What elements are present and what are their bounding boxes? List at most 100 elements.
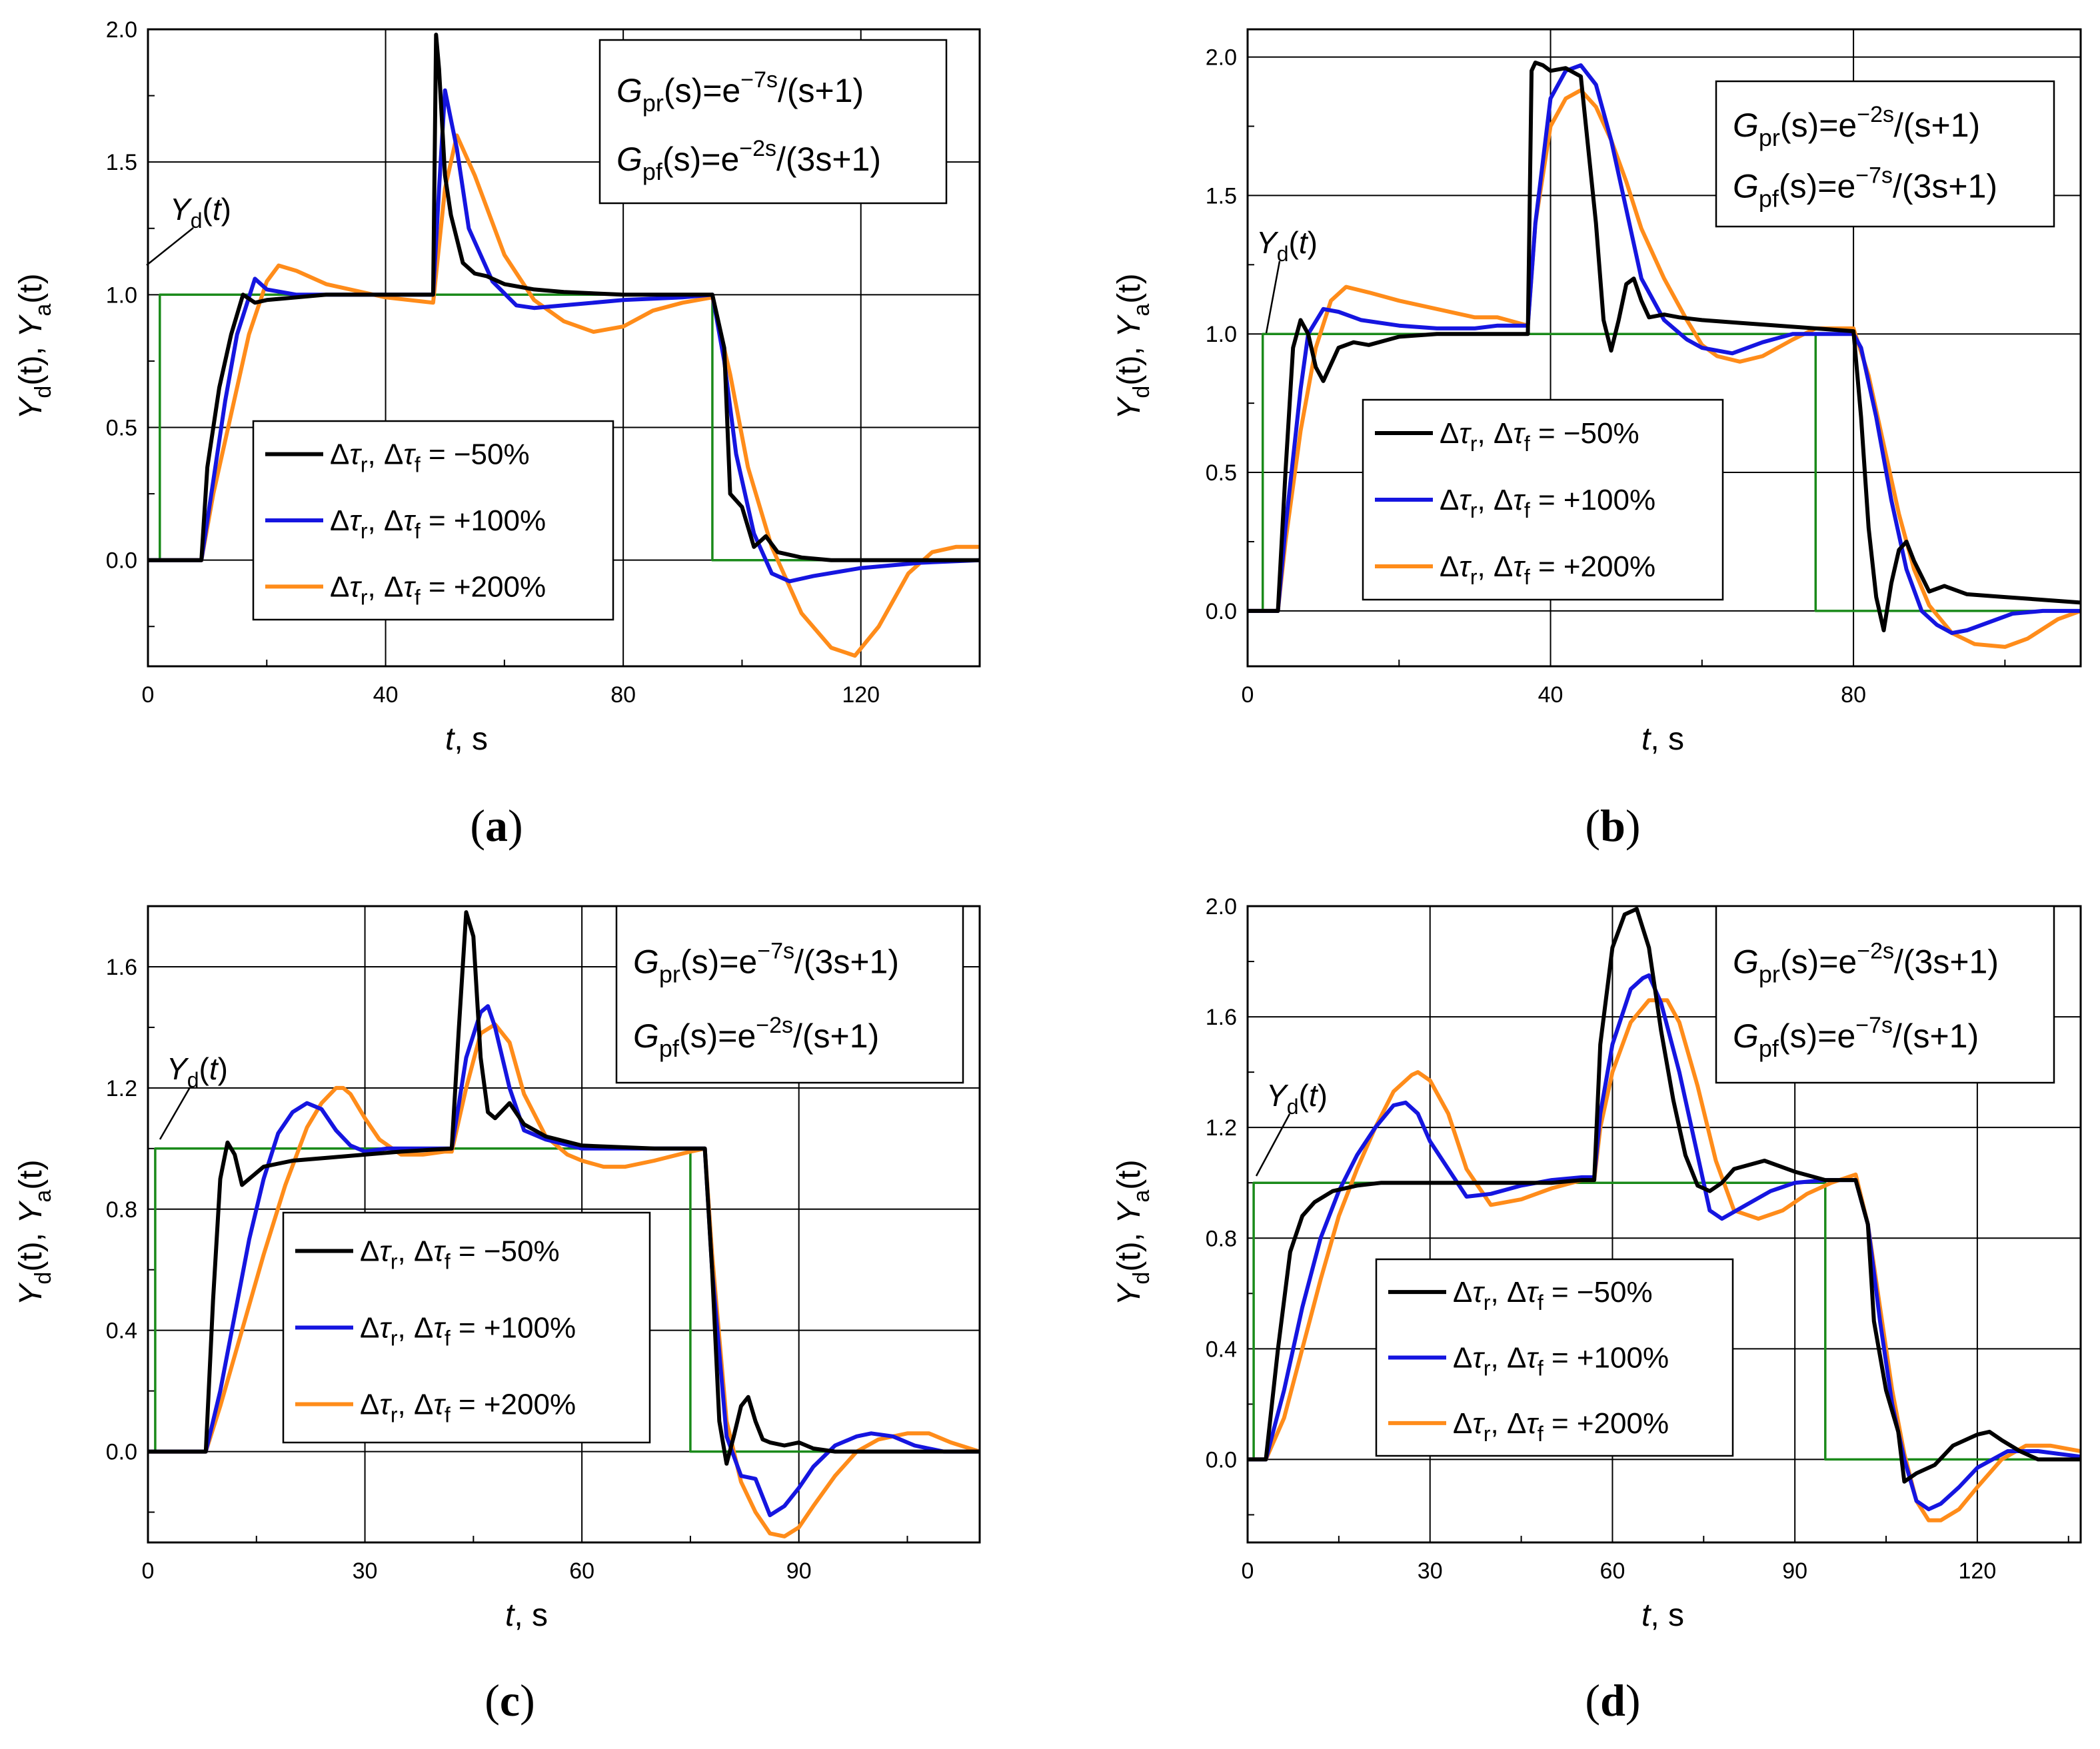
series-line-minus50 [148, 33, 980, 562]
yd-annotation: Yd(t) [1256, 225, 1318, 266]
series-line-minus50 [148, 910, 980, 1466]
x-tick-label: 40 [1538, 682, 1564, 708]
legend-label: Δτr, Δτf = +200% [330, 570, 546, 609]
y-axis-label: Yd(t), Ya(t) [13, 1159, 56, 1305]
chart-panel-d: 0 30 60 90 120 0.0 0.4 0.8 1.2 1.6 2.0 t, s Yd(t), Y… [1112, 894, 2082, 1726]
y-tick-label: 0.0 [106, 548, 137, 574]
legend-label: Δτr, Δτf = +100% [360, 1312, 576, 1351]
transfer-function-box [1715, 905, 2055, 1084]
x-axis-label: t, s [505, 1598, 548, 1633]
x-tick-label: 60 [1600, 1558, 1625, 1584]
legend-label: Δτr, Δτf = +100% [1440, 484, 1655, 522]
x-tick-label: 30 [353, 1558, 378, 1584]
x-tick-label: 80 [1841, 682, 1866, 708]
x-axis-label: t, s [445, 722, 488, 757]
series-line-minus50 [1248, 60, 2081, 632]
legend-label: Δτr, Δτf = −50% [330, 438, 530, 477]
panel-caption: (a) [470, 800, 523, 851]
transfer-function-pf: Gpf(s)=e−7s/(s+1) [1733, 1013, 1979, 1062]
x-tick-label: 60 [569, 1558, 594, 1584]
y-tick-label: 2.0 [1206, 45, 1237, 71]
y-tick-label: 1.6 [1206, 1005, 1237, 1030]
yd-annotation: Yd(t) [1266, 1078, 1328, 1119]
series-line-plus100 [148, 1004, 980, 1518]
x-tick-label: 0 [1242, 682, 1254, 708]
series-line-plus200 [1248, 88, 2081, 649]
y-tick-label: 0.8 [106, 1197, 137, 1223]
transfer-function-pf: Gpf(s)=e−7s/(3s+1) [1733, 163, 1997, 212]
legend-label: Δτr, Δτf = +200% [1453, 1407, 1669, 1446]
series-line-plus100 [148, 88, 980, 584]
yd-annotation-pointer [146, 227, 194, 266]
x-tick-label: 40 [373, 682, 399, 708]
y-tick-label: 1.2 [106, 1076, 137, 1101]
y-tick-label: 0.0 [106, 1440, 137, 1465]
chart-panel-a: 0 40 80 120 0.0 0.5 1.0 1.5 2.0 t, s Yd(t), Ya(t) (… [13, 17, 981, 851]
chart-panel-b: 0 40 80 0.0 0.5 1.0 1.5 2.0 t, s Yd(t), Ya(t) (b) G… [1112, 28, 2082, 851]
panel-caption: (d) [1585, 1675, 1640, 1726]
y-tick-label: 0.0 [1206, 599, 1237, 624]
y-tick-label: 2.0 [106, 17, 137, 43]
legend-label: Δτr, Δτf = −50% [360, 1235, 560, 1274]
x-tick-label: 30 [1418, 1558, 1443, 1584]
y-tick-label: 0.5 [106, 416, 137, 441]
transfer-function-pr: Gpr(s)=e−2s/(s+1) [1733, 102, 1980, 151]
x-tick-label: 0 [1242, 1558, 1254, 1584]
y-tick-label: 0.4 [106, 1319, 137, 1344]
x-axis-label: t, s [1641, 722, 1684, 757]
x-tick-label: 80 [610, 682, 636, 708]
y-tick-label: 0.8 [1206, 1226, 1237, 1251]
transfer-function-pr: Gpr(s)=e−2s/(3s+1) [1733, 939, 1999, 988]
plot-border [147, 905, 981, 1544]
yd-annotation-pointer [1265, 261, 1281, 334]
y-tick-label: 0.5 [1206, 460, 1237, 486]
y-tick-label: 0.4 [1206, 1337, 1237, 1362]
y-axis-label: Yd(t), Ya(t) [1112, 1159, 1154, 1305]
y-tick-label: 1.0 [106, 283, 137, 308]
plot-border [1246, 905, 2082, 1544]
panel-caption: (b) [1585, 800, 1640, 851]
y-axis-label: Yd(t), Ya(t) [1112, 273, 1154, 419]
yd-annotation-pointer [159, 1087, 191, 1140]
legend-label: Δτr, Δτf = −50% [1453, 1276, 1653, 1315]
panel-caption: (c) [485, 1675, 535, 1726]
x-tick-label: 0 [142, 682, 155, 708]
plot-border [1246, 28, 2082, 668]
x-tick-label: 0 [142, 1558, 155, 1584]
transfer-function-pr: Gpr(s)=e−7s/(s+1) [616, 67, 864, 117]
x-tick-label: 120 [1959, 1558, 1997, 1584]
y-tick-label: 1.5 [106, 150, 137, 175]
y-axis-label: Yd(t), Ya(t) [13, 273, 56, 419]
plot-border [147, 28, 981, 668]
series-line-plus200 [148, 133, 980, 658]
series-line-plus100 [1248, 63, 2081, 636]
legend-label: Δτr, Δτf = +200% [1440, 550, 1655, 589]
transfer-function-pf: Gpf(s)=e−2s/(s+1) [633, 1013, 879, 1062]
yd-annotation-pointer [1255, 1113, 1291, 1177]
transfer-function-pf: Gpf(s)=e−2s/(3s+1) [616, 136, 881, 185]
y-tick-label: 1.0 [1206, 322, 1237, 347]
transfer-function-box [615, 905, 964, 1084]
y-tick-label: 1.2 [1206, 1115, 1237, 1141]
yd-annotation: Yd(t) [170, 192, 231, 233]
transfer-function-box [1715, 80, 2055, 228]
y-tick-label: 1.6 [106, 955, 137, 980]
x-tick-label: 90 [786, 1558, 812, 1584]
chart-panel-c: 0 30 60 90 0.0 0.4 0.8 1.2 1.6 t, s Yd(t), Ya(t) (c… [13, 905, 981, 1726]
legend-label: Δτr, Δτf = −50% [1440, 417, 1639, 456]
x-tick-label: 120 [842, 682, 880, 708]
transfer-function-pr: Gpr(s)=e−7s/(3s+1) [633, 939, 899, 988]
transfer-function-box [598, 39, 948, 205]
x-axis-label: t, s [1641, 1598, 1684, 1633]
legend-label: Δτr, Δτf = +100% [330, 504, 546, 543]
series-line-minus50 [1248, 907, 2081, 1484]
y-tick-label: 0.0 [1206, 1447, 1237, 1472]
series-line-plus100 [1248, 973, 2081, 1512]
yd-annotation: Yd(t) [167, 1051, 228, 1092]
y-tick-label: 1.5 [1206, 183, 1237, 209]
x-tick-label: 90 [1782, 1558, 1807, 1584]
legend-label: Δτr, Δτf = +100% [1453, 1342, 1669, 1381]
y-tick-label: 2.0 [1206, 894, 1237, 919]
legend-label: Δτr, Δτf = +200% [360, 1389, 576, 1427]
